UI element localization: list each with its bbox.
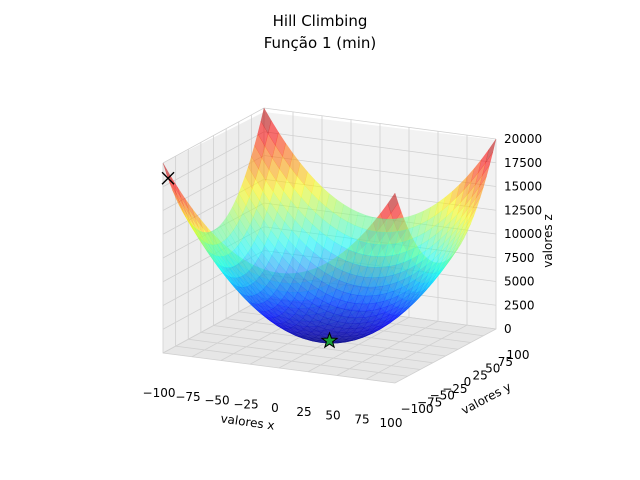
y-tick-label: 75 — [498, 355, 513, 369]
x-axis-label: valores x — [220, 411, 276, 432]
surface-patch — [260, 107, 272, 135]
grid-line-y — [213, 135, 446, 357]
grid-line-y — [200, 142, 433, 364]
start-point-marker — [161, 171, 175, 185]
y-tick-label: −75 — [417, 395, 442, 409]
x-tick-label: −100 — [143, 386, 176, 400]
z-axis-label: valores z — [541, 214, 555, 268]
y-tick-label: −25 — [442, 382, 467, 396]
z-tick-label: 2500 — [504, 298, 535, 312]
z-tick-label: 10000 — [504, 227, 542, 241]
x-tick-label: 25 — [296, 405, 311, 419]
grid-line-y — [238, 121, 471, 343]
x-tick-label: 100 — [380, 416, 403, 430]
y-tick-label: −50 — [430, 389, 455, 403]
y-tick-label: −100 — [401, 402, 434, 416]
y-tick-label: 0 — [464, 375, 472, 389]
y-tick-label: 25 — [472, 368, 487, 382]
chart-subtitle: Função 1 (min) — [263, 34, 377, 52]
y-tick-label: 50 — [485, 362, 500, 376]
y-tick-label: 100 — [507, 348, 530, 362]
minimum-point-marker — [320, 331, 339, 349]
z-tick-label: 17500 — [504, 156, 542, 170]
x-tick-label: 0 — [271, 401, 279, 415]
x-tick-label: −75 — [175, 390, 200, 404]
x-tick-label: −50 — [204, 394, 229, 408]
grid-line-y — [175, 156, 408, 377]
x-tick-label: 75 — [354, 412, 369, 426]
z-tick-label: 20000 — [504, 132, 542, 146]
z-tick-label: 5000 — [504, 275, 535, 289]
z-tick-label: 7500 — [504, 251, 535, 265]
chart-title: Hill Climbing — [272, 12, 368, 30]
z-tick-label: 0 — [504, 322, 512, 336]
z-tick-label: 12500 — [504, 203, 542, 217]
z-tick-label: 15000 — [504, 180, 542, 194]
x-tick-label: 50 — [325, 409, 340, 423]
x-tick-label: −25 — [233, 397, 258, 411]
grid-line-y — [225, 128, 459, 350]
